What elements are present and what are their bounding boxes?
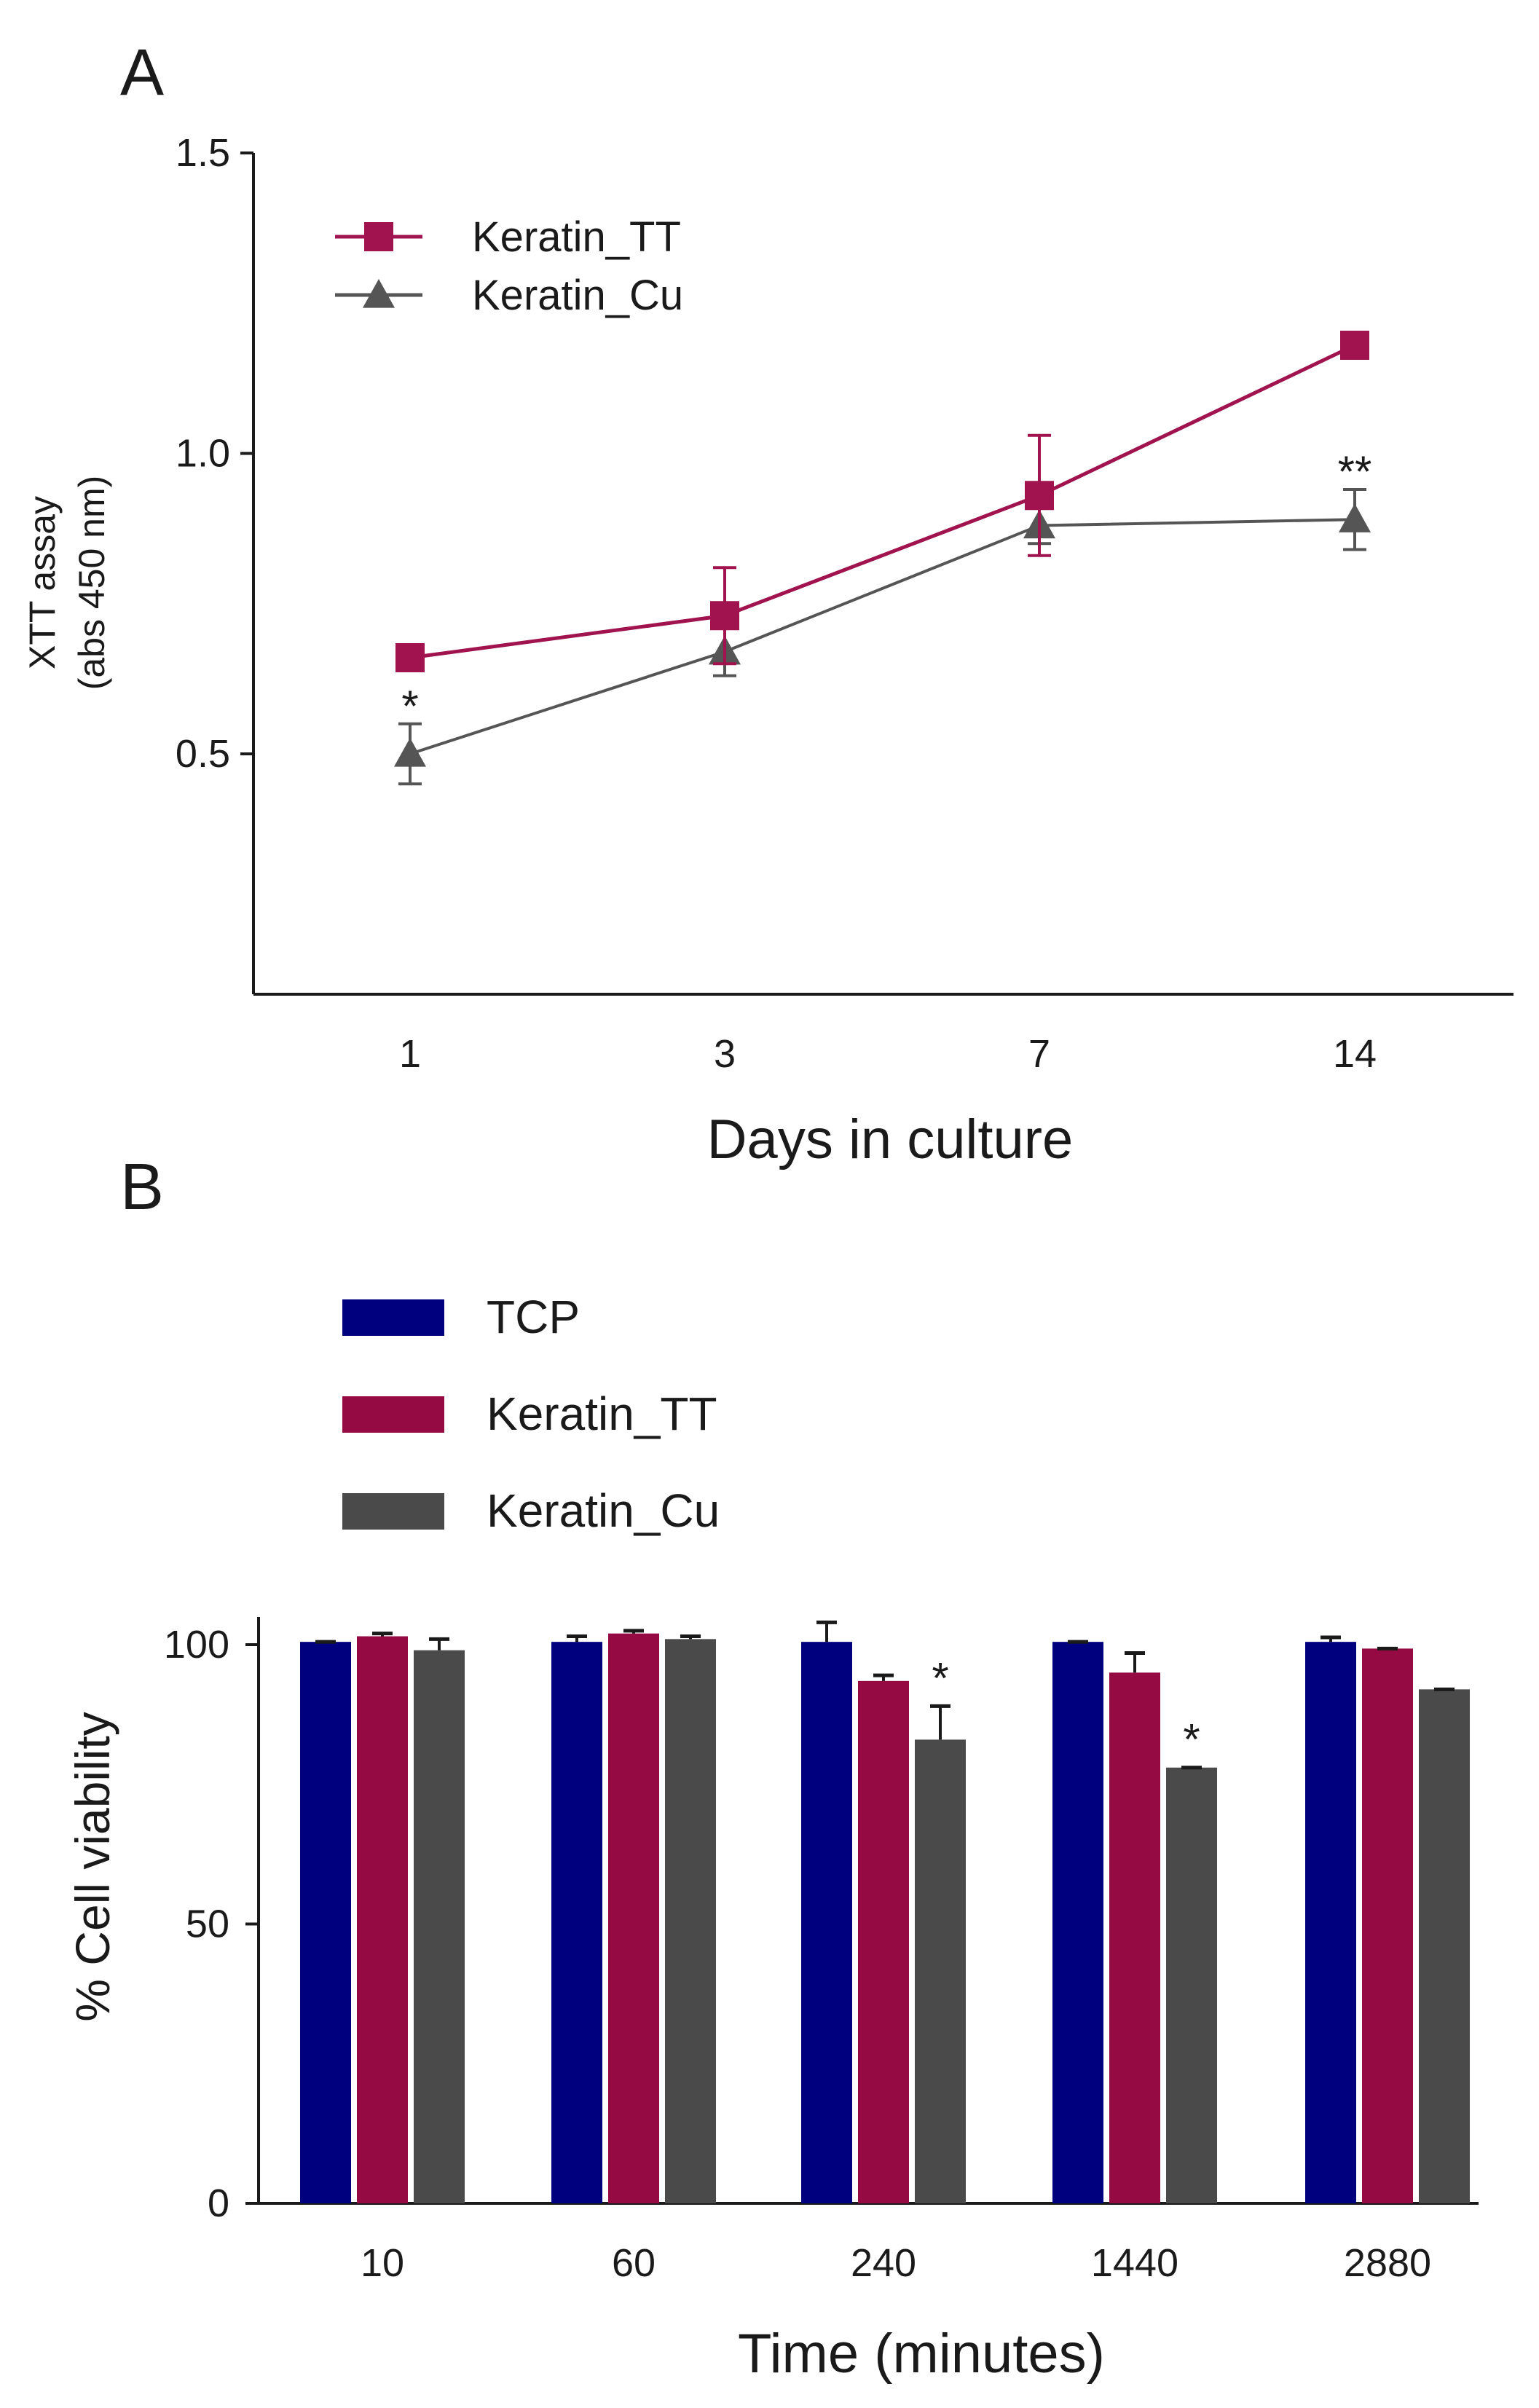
legend-label: Keratin_Cu — [472, 272, 683, 319]
panel-b-plot-area: 0 50 100 10 60 240 1440 2880 * * — [164, 1617, 1479, 2285]
panel-a-y-axis-subtitle: (abs 450 nm) — [71, 476, 112, 690]
significance-marker: * — [1183, 1715, 1200, 1764]
y-tick-label: 100 — [164, 1623, 229, 1667]
legend-label: TCP — [487, 1291, 580, 1343]
y-tick-label: 50 — [186, 1903, 229, 1946]
triangle-marker — [1339, 503, 1371, 532]
square-marker — [1025, 481, 1054, 511]
y-tick-label: 0.5 — [176, 732, 230, 776]
panel-a-plot-area: 0.51.01.51 3 7 14*** — [176, 131, 1514, 1076]
panel-a-legend: Keratin_TT Keratin_Cu — [335, 213, 683, 319]
square-marker — [364, 222, 393, 251]
square-marker — [1340, 331, 1369, 360]
x-tick-label: 1 — [399, 1032, 421, 1076]
panel-a-label: A — [120, 36, 164, 109]
panel-b-label: B — [120, 1151, 164, 1224]
bar-keratin_tt — [1109, 1672, 1160, 2203]
bar-keratin_cu — [414, 1650, 465, 2203]
panel-b-y-axis-title: % Cell viability — [66, 1712, 119, 2021]
y-tick-label: 1.5 — [176, 131, 230, 175]
bar-tcp — [1052, 1642, 1103, 2203]
panel-a-x-axis-title: Days in culture — [707, 1109, 1074, 1170]
legend-label: Keratin_TT — [472, 213, 681, 261]
x-tick-label: 3 — [714, 1032, 736, 1076]
panel-b-legend: TCP Keratin_TT Keratin_Cu — [342, 1291, 720, 1537]
bar-tcp — [1305, 1642, 1356, 2203]
x-tick-label: 10 — [361, 2241, 404, 2285]
x-tick-label: 14 — [1333, 1032, 1377, 1076]
panel-b-x-axis-title: Time (minutes) — [738, 2323, 1105, 2385]
x-tick-label: 2880 — [1344, 2241, 1431, 2285]
series-line-keratin_cu — [409, 518, 1355, 755]
significance-marker: ** — [1338, 447, 1372, 496]
square-marker — [395, 643, 425, 672]
square-marker — [710, 601, 739, 631]
x-tick-label: 60 — [612, 2241, 656, 2285]
bar-keratin_cu — [665, 1639, 716, 2203]
significance-marker: * — [932, 1653, 948, 1702]
panel-a: A 0.51.01.51 3 7 14*** Keratin_TTKeratin_Cu… — [22, 36, 1514, 1170]
x-tick-label: 7 — [1028, 1032, 1050, 1076]
legend-swatch — [342, 1396, 444, 1433]
panel-a-y-axis-title: XTT assay — [22, 496, 63, 669]
bar-keratin_tt — [858, 1680, 909, 2203]
legend-label: Keratin_Cu — [487, 1484, 720, 1537]
triangle-marker — [394, 738, 426, 767]
bar-keratin_cu — [915, 1739, 966, 2203]
panel-b: B TCP Keratin_TT Keratin_Cu 0 50 100 10 60 240 1… — [66, 1151, 1479, 2385]
bar-keratin_cu — [1166, 1767, 1217, 2203]
bar-keratin_cu — [1419, 1689, 1470, 2203]
series-line-keratin_tt — [409, 343, 1356, 660]
bar-tcp — [801, 1642, 852, 2203]
bar-keratin_tt — [608, 1633, 659, 2203]
x-tick-label: 1440 — [1091, 2241, 1178, 2285]
y-tick-label: 1.0 — [176, 432, 230, 476]
legend-swatch — [342, 1299, 444, 1336]
triangle-marker — [363, 279, 395, 308]
bar-tcp — [300, 1642, 351, 2203]
bar-keratin_tt — [1362, 1648, 1413, 2203]
significance-marker: * — [401, 682, 418, 731]
legend-swatch — [342, 1493, 444, 1530]
x-tick-label: 240 — [851, 2241, 916, 2285]
bar-keratin_tt — [357, 1636, 408, 2203]
legend-label: Keratin_TT — [487, 1388, 717, 1440]
y-tick-label: 0 — [208, 2181, 229, 2225]
bar-tcp — [551, 1642, 602, 2203]
